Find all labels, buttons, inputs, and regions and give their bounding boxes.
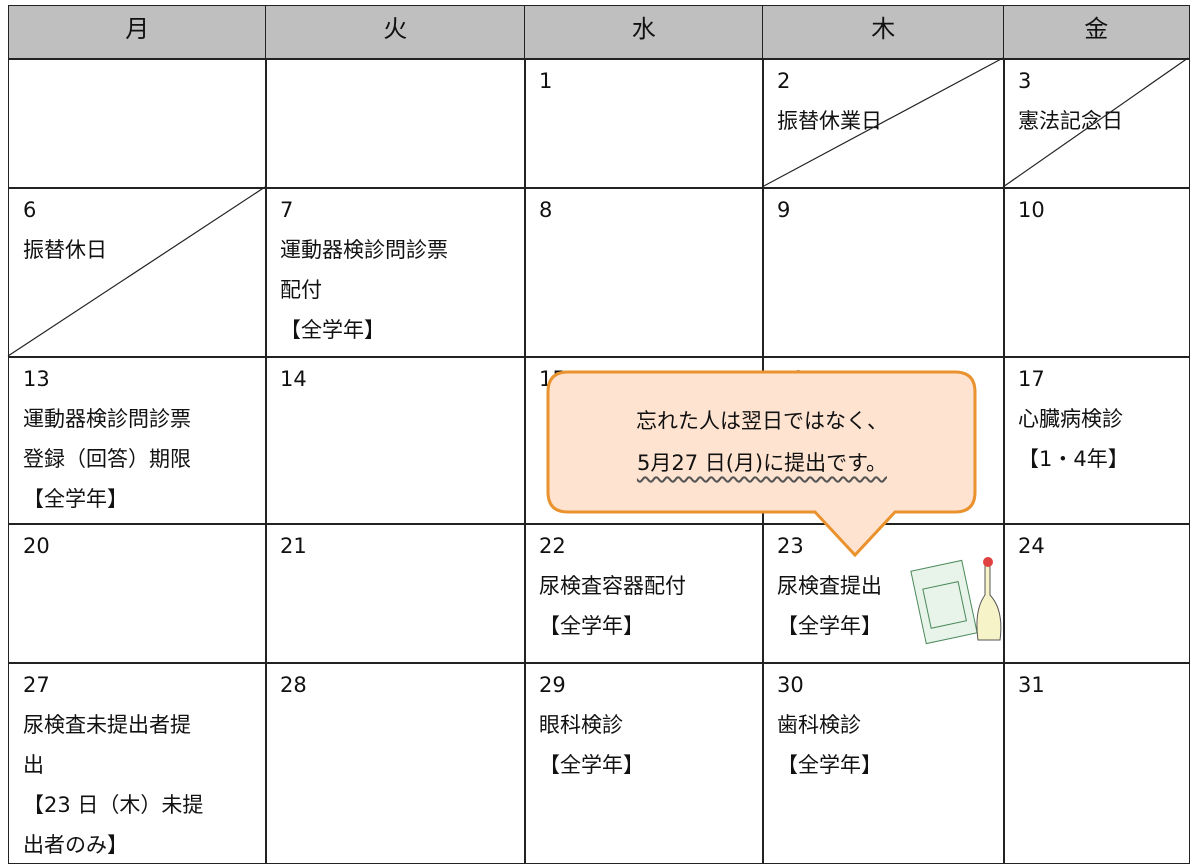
- day-cell: 24: [1003, 523, 1190, 664]
- callout-text: 忘れた人は翌日ではなく、 5月27 日(月)に提出です。: [548, 400, 976, 484]
- event-text: 【全学年】: [777, 614, 882, 638]
- day-number: 21: [280, 534, 307, 558]
- day-cell: 1: [524, 58, 764, 189]
- day-number: 24: [1018, 534, 1045, 558]
- day-cell: 28: [265, 662, 526, 864]
- day-cell: 8: [524, 187, 764, 358]
- event-text: 【全学年】: [539, 753, 644, 777]
- event-text: 振替休日: [23, 238, 107, 262]
- header-cell: 木: [762, 5, 1005, 60]
- day-number: 20: [23, 534, 50, 558]
- event-text: 振替休業日: [777, 109, 882, 133]
- day-number: 10: [1018, 198, 1045, 222]
- day-cell: 7 運動器検診問診票 配付【全学年】: [265, 187, 526, 358]
- callout-bubble: [546, 370, 977, 558]
- event-text: 【全学年】: [777, 753, 882, 777]
- header-cell: 金: [1003, 5, 1190, 60]
- event-text: 尿検査提出: [777, 574, 882, 598]
- event-text: 登録（回答）期限: [23, 447, 191, 471]
- event-text: 配付: [280, 278, 322, 302]
- day-cell: 10: [1003, 187, 1190, 358]
- event-text: 【1・4年】: [1018, 447, 1129, 471]
- event-text: 尿検査容器配付: [539, 574, 686, 598]
- day-number: 1: [539, 69, 553, 93]
- event-text: 歯科検診: [777, 713, 861, 737]
- day-cell: 9: [762, 187, 1005, 358]
- header-cell: 月: [8, 5, 267, 60]
- event-text: 運動器検診問診票: [280, 238, 448, 262]
- day-number: 30: [777, 673, 804, 697]
- cross-line: [761, 57, 1004, 188]
- callout-line: 忘れた人は翌日ではなく、: [548, 400, 976, 442]
- event-text: 眼科検診: [539, 713, 623, 737]
- day-number: 6: [23, 198, 37, 222]
- event-text: 【全学年】: [23, 487, 128, 511]
- event-text: 出: [23, 753, 44, 777]
- event-text: 出者のみ】: [23, 833, 128, 857]
- day-number: 22: [539, 534, 566, 558]
- day-cell: 2 振替休業日: [762, 58, 1005, 189]
- day-number: 7: [280, 198, 294, 222]
- day-cell: 3 憲法記念日: [1003, 58, 1190, 189]
- day-number: 17: [1018, 367, 1045, 391]
- day-cell: 13 運動器検診問診票 登録（回答）期限 【全学年】: [8, 356, 267, 525]
- day-number: 27: [23, 673, 50, 697]
- day-number: 13: [23, 367, 50, 391]
- day-number: 3: [1018, 69, 1032, 93]
- callout-line-text: 忘れた人は翌日ではなく、: [636, 409, 888, 433]
- day-cell: 22 尿検査容器配付 【全学年】: [524, 523, 764, 664]
- day-cell: 21: [265, 523, 526, 664]
- cross-line: [7, 186, 266, 357]
- day-cell: 27 尿検査未提出者提出【23 日（木）未提 出者のみ】: [8, 662, 267, 864]
- form-icon: [910, 557, 1002, 645]
- day-number: 28: [280, 673, 307, 697]
- callout-line: 5月27 日(月)に提出です。: [548, 442, 976, 484]
- day-cell: [8, 58, 267, 189]
- day-number: 14: [280, 367, 307, 391]
- day-cell: 6 振替休日: [8, 187, 267, 358]
- event-text: 【全学年】: [539, 614, 644, 638]
- day-cell: 30 歯科検診【全学年】: [762, 662, 1005, 864]
- event-text: 【23 日（木）未提: [23, 793, 204, 817]
- cross-line: [1002, 57, 1189, 188]
- event-text: 【全学年】: [280, 318, 385, 342]
- event-text: 尿検査未提出者提: [23, 713, 191, 737]
- day-cell: 14: [265, 356, 526, 525]
- day-number: 2: [777, 69, 791, 93]
- day-number: 29: [539, 673, 566, 697]
- event-text: 憲法記念日: [1018, 109, 1123, 133]
- event-text: 心臓病検診: [1018, 407, 1123, 431]
- day-number: 9: [777, 198, 791, 222]
- event-text: 運動器検診問診票: [23, 407, 191, 431]
- day-number: 8: [539, 198, 553, 222]
- day-cell: 17 心臓病検診【1・4年】: [1003, 356, 1190, 525]
- day-cell: 20: [8, 523, 267, 664]
- day-cell: 31: [1003, 662, 1190, 864]
- day-number: 23: [777, 534, 804, 558]
- callout-line-text: 5月27 日(月)に提出です。: [636, 451, 888, 475]
- header-cell: 水: [524, 5, 764, 60]
- header-cell: 火: [265, 5, 526, 60]
- day-cell: 29 眼科検診【全学年】: [524, 662, 764, 864]
- day-number: 31: [1018, 673, 1045, 697]
- day-cell: [265, 58, 526, 189]
